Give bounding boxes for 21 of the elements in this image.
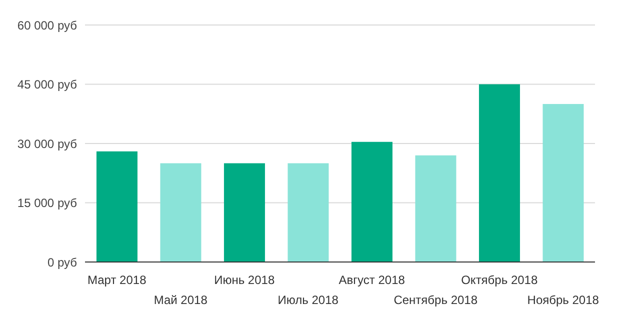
bar	[351, 142, 392, 262]
bar	[288, 163, 329, 262]
x-tick-label: Август 2018	[338, 273, 406, 287]
y-tick-label: 0 руб	[47, 255, 78, 270]
x-tick-label: Июнь 2018	[214, 273, 275, 287]
y-tick-label: 15 000 руб	[17, 196, 78, 210]
x-tick-label: Май 2018	[154, 293, 208, 307]
x-tick-label: Октябрь 2018	[461, 273, 538, 287]
x-tick-label: Сентябрь 2018	[394, 293, 478, 307]
y-tick-label: 30 000 руб	[17, 136, 78, 151]
x-tick-label: Март 2018	[88, 273, 147, 287]
bar	[415, 155, 456, 262]
bar	[160, 163, 202, 262]
y-tick-label: 60 000 руб	[17, 18, 78, 32]
x-tick-label: Июль 2018	[278, 293, 339, 307]
x-tick-label: Ноябрь 2018	[527, 293, 600, 307]
bar	[96, 151, 138, 262]
bar	[542, 104, 584, 262]
bar	[224, 163, 265, 262]
bar	[478, 84, 520, 262]
y-tick-label: 45 000 руб	[17, 78, 78, 92]
